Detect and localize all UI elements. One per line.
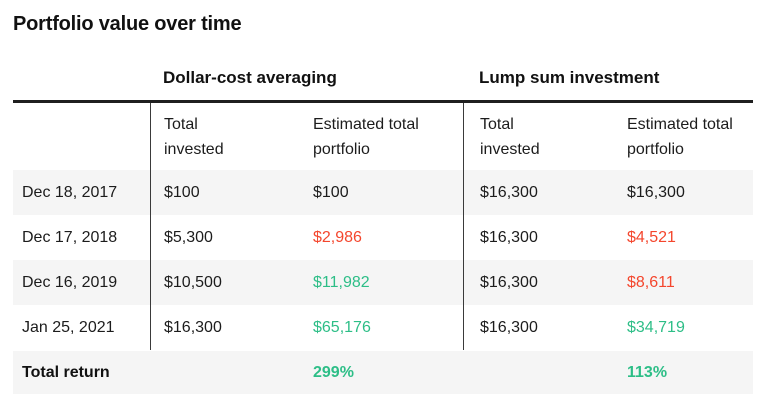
value-cell: $10,500 xyxy=(150,260,313,305)
table-row: Dec 17, 2018 $5,300 $2,986 $16,300 $4,52… xyxy=(13,215,753,260)
value-cell: $100 xyxy=(150,170,313,215)
value-cell: $5,300 xyxy=(150,215,313,260)
subheader-lump-estimated-portfolio: Estimated total portfolio xyxy=(627,115,733,158)
footer-spacer xyxy=(463,351,627,394)
total-return-lump-value: 113% xyxy=(627,363,668,381)
date-cell: Jan 25, 2021 xyxy=(22,318,115,336)
subheader-dca-estimated-portfolio: Estimated total portfolio xyxy=(313,115,419,158)
group-header-lump-sum-investment: Lump sum investment xyxy=(479,68,660,87)
subheader-row: Total invested Estimated total portfolio… xyxy=(13,103,753,170)
value-cell: $16,300 xyxy=(463,260,627,305)
date-cell: Dec 16, 2019 xyxy=(22,273,118,291)
value-cell: $34,719 xyxy=(627,318,685,336)
subheader-lump-total-invested: Total invested xyxy=(463,103,627,170)
value-cell: $16,300 xyxy=(463,215,627,260)
date-cell: Dec 18, 2017 xyxy=(22,183,118,201)
value-cell: $16,300 xyxy=(463,305,627,350)
value-cell: $16,300 xyxy=(463,170,627,215)
value-cell: $16,300 xyxy=(627,183,685,201)
total-return-row: Total return 299% 113% xyxy=(13,351,753,394)
total-return-label: Total return xyxy=(22,363,110,381)
group-header-row: Dollar-cost averaging Lump sum investmen… xyxy=(13,60,753,103)
value-cell: $16,300 xyxy=(150,305,313,350)
table-row: Dec 16, 2019 $10,500 $11,982 $16,300 $8,… xyxy=(13,260,753,305)
value-cell: $2,986 xyxy=(313,228,362,246)
group-header-dollar-cost-averaging: Dollar-cost averaging xyxy=(163,68,337,87)
table-row: Dec 18, 2017 $100 $100 $16,300 $16,300 xyxy=(13,170,753,215)
date-cell: Dec 17, 2018 xyxy=(22,228,118,246)
table-row: Jan 25, 2021 $16,300 $65,176 $16,300 $34… xyxy=(13,305,753,350)
total-return-dca-value: 299% xyxy=(313,363,354,381)
value-cell: $8,611 xyxy=(627,273,675,291)
value-cell: $100 xyxy=(313,183,349,201)
subheader-dca-total-invested: Total invested xyxy=(150,103,313,170)
value-cell: $11,982 xyxy=(313,273,370,291)
page-title: Portfolio value over time xyxy=(13,13,242,35)
value-cell: $65,176 xyxy=(313,318,371,336)
value-cell: $4,521 xyxy=(627,228,676,246)
footer-spacer xyxy=(150,351,313,394)
portfolio-comparison-table: Dollar-cost averaging Lump sum investmen… xyxy=(13,60,753,394)
subheader-empty xyxy=(13,103,150,170)
